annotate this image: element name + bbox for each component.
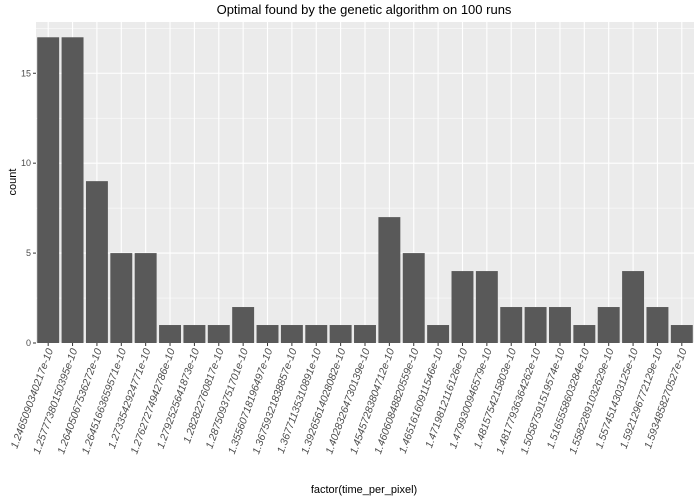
bar: [354, 325, 376, 343]
bar: [256, 325, 279, 343]
bar: [402, 253, 425, 343]
bar: [524, 307, 547, 343]
bar: [159, 325, 182, 343]
y-tick-label: 15: [21, 68, 31, 78]
bar: [622, 271, 645, 343]
y-tick-label: 0: [26, 338, 31, 348]
bars-layer: [37, 37, 693, 344]
y-tick-label: 5: [26, 248, 31, 258]
bar: [280, 325, 303, 343]
y-tick-label: 10: [21, 158, 31, 168]
bar: [597, 307, 620, 343]
bar: [183, 325, 206, 343]
bar: [427, 325, 450, 343]
bar: [548, 307, 571, 343]
bar: [134, 253, 157, 343]
bar: [573, 325, 596, 343]
bar: [378, 217, 401, 343]
bar: [232, 307, 255, 343]
bar: [37, 37, 60, 344]
bar: [207, 325, 230, 343]
bar: [646, 307, 669, 343]
bar: [110, 253, 133, 343]
bar: [85, 181, 108, 343]
bar: [670, 325, 693, 343]
bar: [305, 325, 328, 343]
bar: [500, 307, 523, 343]
x-axis-label: factor(time_per_pixel): [311, 484, 417, 496]
y-axis: 0 5 10 15: [21, 68, 36, 348]
chart-title: Optimal found by the genetic algorithm o…: [217, 2, 512, 17]
y-axis-label: count: [7, 169, 19, 196]
bar: [61, 37, 84, 344]
bar: [475, 271, 498, 343]
bar: [329, 325, 352, 343]
bar: [451, 271, 474, 343]
